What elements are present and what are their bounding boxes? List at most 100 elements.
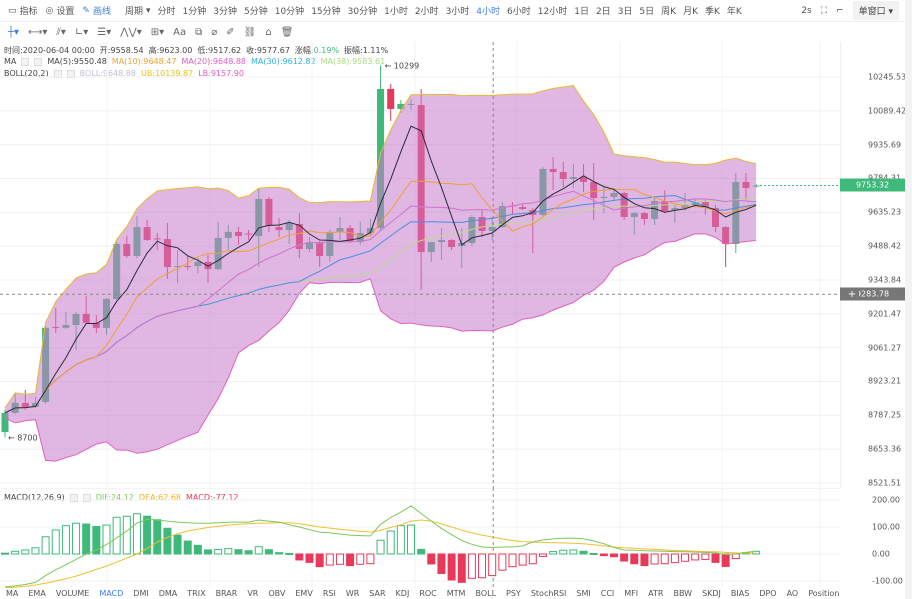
fullscreen-icon[interactable]: ⛶ <box>820 5 828 16</box>
trash-icon[interactable]: 🗑 <box>280 26 294 38</box>
macd-close-icon[interactable] <box>82 493 91 502</box>
tab-roc[interactable]: ROC <box>419 589 437 598</box>
period-7[interactable]: 1小时 <box>384 7 408 17</box>
price-tick: 8787.25 <box>868 410 902 420</box>
tab-position[interactable]: Position <box>808 589 840 598</box>
tab-psy[interactable]: PSY <box>506 589 521 598</box>
window-mode-dropdown[interactable]: 单窗口 ▾ <box>852 1 899 20</box>
tab-emv[interactable]: EMV <box>295 589 313 598</box>
price-axis[interactable] <box>840 42 905 488</box>
tab-kdj[interactable]: KDJ <box>395 589 410 598</box>
tab-atr[interactable]: ATR <box>648 589 664 598</box>
period-9[interactable]: 3小时 <box>445 7 470 17</box>
draw-button[interactable]: ✎ 画线 <box>82 5 111 18</box>
macd-chart[interactable] <box>0 488 840 588</box>
period-12[interactable]: 12小时 <box>537 7 568 17</box>
period-1[interactable]: 1分钟 <box>182 7 207 17</box>
period-4[interactable]: 10分钟 <box>274 7 305 17</box>
tab-dpo[interactable]: DPO <box>759 589 777 598</box>
scrollbar[interactable] <box>905 0 912 599</box>
parallel-channel-icon[interactable]: ⫽▾ <box>56 26 66 38</box>
period-2[interactable]: 3分钟 <box>213 7 237 17</box>
macd-bar <box>620 553 629 562</box>
period-6[interactable]: 30分钟 <box>347 7 378 17</box>
settings-button[interactable]: ◎ 设置 <box>45 5 75 18</box>
open-value: 开:9558.54 <box>99 46 144 55</box>
period-20[interactable]: 年K <box>726 7 742 17</box>
crosshair-icon[interactable]: ┼▾ <box>8 26 20 38</box>
period-5[interactable]: 15分钟 <box>311 7 341 17</box>
period-15[interactable]: 3日 <box>617 7 633 17</box>
refresh-interval[interactable]: 2s <box>801 5 812 16</box>
macd-bar <box>173 534 182 555</box>
dif-value: DIF:24.12 <box>95 493 134 502</box>
tab-trix[interactable]: TRIX <box>187 589 206 598</box>
tab-stochrsi[interactable]: StochRSI <box>530 589 567 598</box>
period-14[interactable]: 2日 <box>595 7 611 17</box>
tab-ema[interactable]: EMA <box>28 589 46 598</box>
tab-ao[interactable]: AO <box>786 589 799 598</box>
period-dropdown[interactable]: 周期 ▾ <box>124 5 151 18</box>
horizontal-line-icon[interactable]: ⟷▾ <box>28 26 48 38</box>
tab-smi[interactable]: SMI <box>576 589 591 598</box>
period-18[interactable]: 月K <box>683 7 698 17</box>
tab-vr[interactable]: VR <box>247 589 259 598</box>
boll-band-fill <box>5 85 757 462</box>
period-19[interactable]: 季K <box>704 7 720 17</box>
add-alert-icon[interactable]: + <box>845 289 859 300</box>
macd-bar <box>396 525 405 555</box>
price-tick: 10089.42 <box>868 106 907 116</box>
macd-bar <box>72 522 81 555</box>
tab-cci[interactable]: CCI <box>600 589 615 598</box>
macd-bar <box>417 548 426 555</box>
tab-volume[interactable]: VOLUME <box>55 589 90 598</box>
macd-bar <box>153 519 162 555</box>
lock-icon[interactable]: ⌂ <box>265 26 272 38</box>
brush-icon[interactable]: ✐ <box>226 26 235 38</box>
ma-close-icon[interactable] <box>34 57 43 66</box>
tab-bias[interactable]: BIAS <box>730 589 750 598</box>
period-0[interactable]: 分时 <box>157 7 176 17</box>
price-tick: 9784.31 <box>868 174 901 183</box>
tab-mfi[interactable]: MFI <box>624 589 639 598</box>
period-8[interactable]: 2小时 <box>414 7 439 17</box>
fib-lines-icon[interactable]: ☰▾ <box>97 26 112 38</box>
tab-rsi[interactable]: RSI <box>322 589 336 598</box>
pattern-icon[interactable]: ⧉ <box>195 26 203 38</box>
tab-dma[interactable]: DMA <box>158 589 178 598</box>
macd-bar <box>691 553 700 561</box>
tab-sar[interactable]: SAR <box>369 589 386 598</box>
period-13[interactable]: 1日 <box>574 7 589 17</box>
wave-icon[interactable]: ⋀⋁▾ <box>120 26 142 38</box>
tab-bbw[interactable]: BBW <box>673 589 693 598</box>
period-11[interactable]: 6小时 <box>507 7 531 17</box>
macd-tick: -100.00 <box>872 576 903 586</box>
macd-bar <box>234 549 243 555</box>
angle-icon[interactable]: ∟▾ <box>74 26 89 38</box>
tab-macd[interactable]: MACD <box>99 589 124 598</box>
tab-dmi[interactable]: DMI <box>133 589 149 598</box>
range-box-icon[interactable]: ⊞▾ <box>150 26 165 38</box>
chain-icon[interactable]: ⛓ <box>243 26 257 38</box>
tab-wr[interactable]: WR <box>345 589 360 598</box>
price-chart[interactable]: ← 10299 ← 8700 <box>0 42 840 488</box>
period-3[interactable]: 5分钟 <box>244 7 268 17</box>
tab-mtm[interactable]: MTM <box>446 589 466 598</box>
period-16[interactable]: 5日 <box>639 7 655 17</box>
tab-skdj[interactable]: SKDJ <box>702 589 721 598</box>
indicator-button[interactable]: ▭ 指标 <box>8 5 38 18</box>
drawing-toolbar: ┼▾ ⟷▾ ⫽▾ ∟▾ ☰▾ ⋀⋁▾ ⊞▾ Aa ⧉ ⌀ ✐ ⛓ ⌂ 🗑 <box>0 23 293 41</box>
low-annotation: ← 8700 <box>8 433 38 442</box>
tab-obv[interactable]: OBV <box>268 589 286 598</box>
time-value: 时间:2020-06-04 00:00 <box>4 46 95 55</box>
ruler-icon[interactable]: ⌀ <box>211 26 218 38</box>
period-17[interactable]: 周K <box>661 7 677 17</box>
tab-brar[interactable]: BRAR <box>215 589 238 598</box>
tab-boll[interactable]: BOLL <box>475 589 497 598</box>
macd-settings-icon[interactable] <box>69 493 78 502</box>
tab-ma[interactable]: MA <box>6 589 19 598</box>
period-10[interactable]: 4小时 <box>476 7 501 17</box>
screenshot-icon[interactable]: ⌐ <box>836 5 844 16</box>
ma-settings-icon[interactable] <box>21 57 30 66</box>
text-tool-icon[interactable]: Aa <box>173 26 187 38</box>
